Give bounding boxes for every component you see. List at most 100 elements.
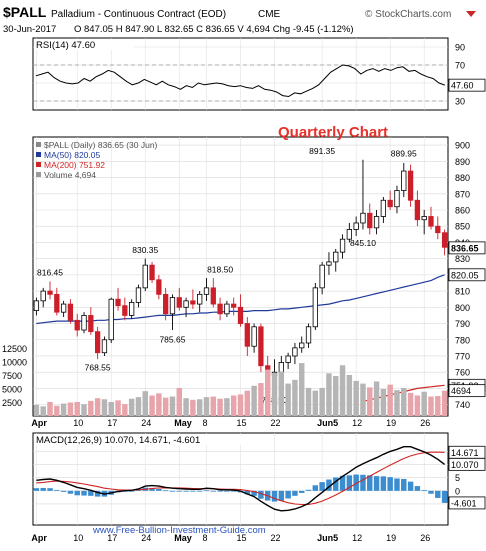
price-x-tick-label: 26	[420, 418, 430, 428]
macd-histogram-bar	[224, 490, 230, 492]
price-right-label-box	[448, 241, 486, 255]
macd-histogram-bar	[305, 489, 312, 491]
rsi-title-bg	[34, 39, 134, 50]
price-x-tick-label: 10	[73, 418, 83, 428]
macd-histogram-bar	[258, 490, 264, 499]
price-panel: 7407507607707807908008108208308408508608…	[32, 136, 486, 417]
volume-bar	[346, 374, 353, 416]
candle-body	[339, 238, 346, 253]
price-x-tick-label: 8	[202, 418, 207, 428]
price-tick-label: 740	[455, 400, 470, 410]
volume-bar	[292, 379, 298, 416]
legend-swatch-vol	[36, 172, 41, 177]
volume-bar	[435, 396, 441, 416]
volume-bar	[312, 390, 319, 416]
volume-bar	[271, 372, 278, 416]
macd-x-tick-label: 22	[271, 533, 281, 543]
macd-histogram-bar	[128, 490, 135, 492]
candle-body	[346, 229, 352, 240]
price-annotation: 768.55	[85, 362, 111, 372]
volume-bar	[373, 381, 380, 416]
volume-tick-label: 12500	[2, 344, 27, 354]
volume-bar	[401, 387, 407, 416]
candle-body	[394, 190, 400, 208]
macd-histogram-bar	[60, 490, 67, 492]
macd-right-label-box	[448, 457, 486, 471]
volume-bar	[394, 390, 400, 416]
price-tick-label: 760	[455, 368, 470, 378]
legend-ma50: MA(50) 820.05	[44, 150, 100, 160]
macd-histogram-bar	[203, 490, 210, 492]
price-x-tick-label: Jun5	[317, 418, 338, 428]
candle-body	[407, 170, 414, 201]
macd-histogram-bar	[353, 474, 359, 491]
volume-tick-label: 10000	[2, 358, 27, 368]
macd-histogram-bar	[149, 487, 155, 491]
macd-histogram-bar	[54, 490, 60, 491]
price-x-tick-label: 15	[237, 418, 247, 428]
price-annotation: 785.65	[159, 335, 185, 345]
candle-body	[224, 303, 230, 315]
macd-histogram-bar	[380, 476, 387, 491]
macd-histogram-bar	[360, 474, 366, 491]
macd-x-tick-label: Jun5	[317, 533, 338, 543]
brand-menu-icon[interactable]	[466, 11, 476, 17]
rsi-tick-label: 70	[455, 61, 465, 71]
macd-x-tick-label: 26	[420, 533, 430, 543]
price-tick-label: 880	[455, 173, 470, 183]
volume-bar	[40, 406, 46, 416]
macd-histogram-bar	[421, 490, 427, 491]
macd-histogram-bar	[67, 490, 74, 494]
candle-body	[108, 298, 114, 341]
legend-swatch-ma50	[36, 152, 41, 157]
macd-histogram-bar	[367, 475, 373, 491]
volume-bar	[360, 383, 366, 416]
candle-body	[292, 347, 298, 357]
candle-body	[380, 199, 387, 217]
volume-bar	[156, 393, 162, 416]
legend-price: $PALL (Daily) 836.65 (30 Jun)	[44, 140, 158, 150]
volume-bar	[367, 387, 373, 416]
price-tick-label: 870	[455, 189, 470, 199]
candle-body	[428, 216, 434, 227]
volume-panel: 2500 5000 7500 10000 12500 4694	[2, 344, 486, 416]
volume-bar	[251, 385, 257, 416]
volume-bar	[339, 365, 346, 416]
footer-url: www.Free-Bullion-Investment-Guide.com	[92, 525, 266, 536]
rsi-title: RSI(14) 47.60	[36, 40, 95, 51]
volume-bar	[60, 403, 67, 416]
volume-bar	[162, 397, 169, 416]
volume-bar	[428, 396, 434, 416]
macd-histogram-bar	[394, 478, 400, 491]
macd-histogram-bar	[183, 490, 189, 492]
legend-swatch-ma200	[36, 162, 41, 167]
candle-body	[319, 264, 325, 289]
macd-x-tick-label: Apr	[31, 533, 47, 543]
candle-body	[122, 305, 128, 316]
volume-bar	[169, 396, 176, 416]
candle-body	[47, 290, 53, 295]
price-right-label: 836.65	[451, 243, 479, 253]
volume-bar	[217, 398, 223, 416]
macd-histogram-bar	[244, 490, 251, 495]
macd-histogram-bar	[387, 477, 393, 491]
volume-bar	[258, 383, 264, 416]
macd-title: MACD(12,26,9) 10.070, 14.671, -4.601	[36, 435, 200, 446]
candle-body	[360, 212, 366, 224]
volume-bar	[67, 402, 74, 416]
volume-bar	[33, 404, 40, 416]
candle-body	[353, 222, 359, 230]
macd-histogram-bar	[441, 490, 448, 503]
macd-histogram-bar	[217, 490, 223, 492]
candle-body	[210, 287, 216, 305]
volume-bar	[47, 401, 53, 416]
volume-bar	[353, 380, 359, 416]
volume-bar	[230, 395, 237, 416]
macd-histogram-bar	[373, 476, 380, 491]
rsi-line	[35, 64, 446, 98]
volume-bar	[244, 390, 251, 416]
macd-histogram-bar	[88, 490, 94, 496]
candle-body	[203, 287, 210, 295]
price-annotation: 889.95	[391, 148, 417, 158]
candle-body	[373, 216, 380, 229]
